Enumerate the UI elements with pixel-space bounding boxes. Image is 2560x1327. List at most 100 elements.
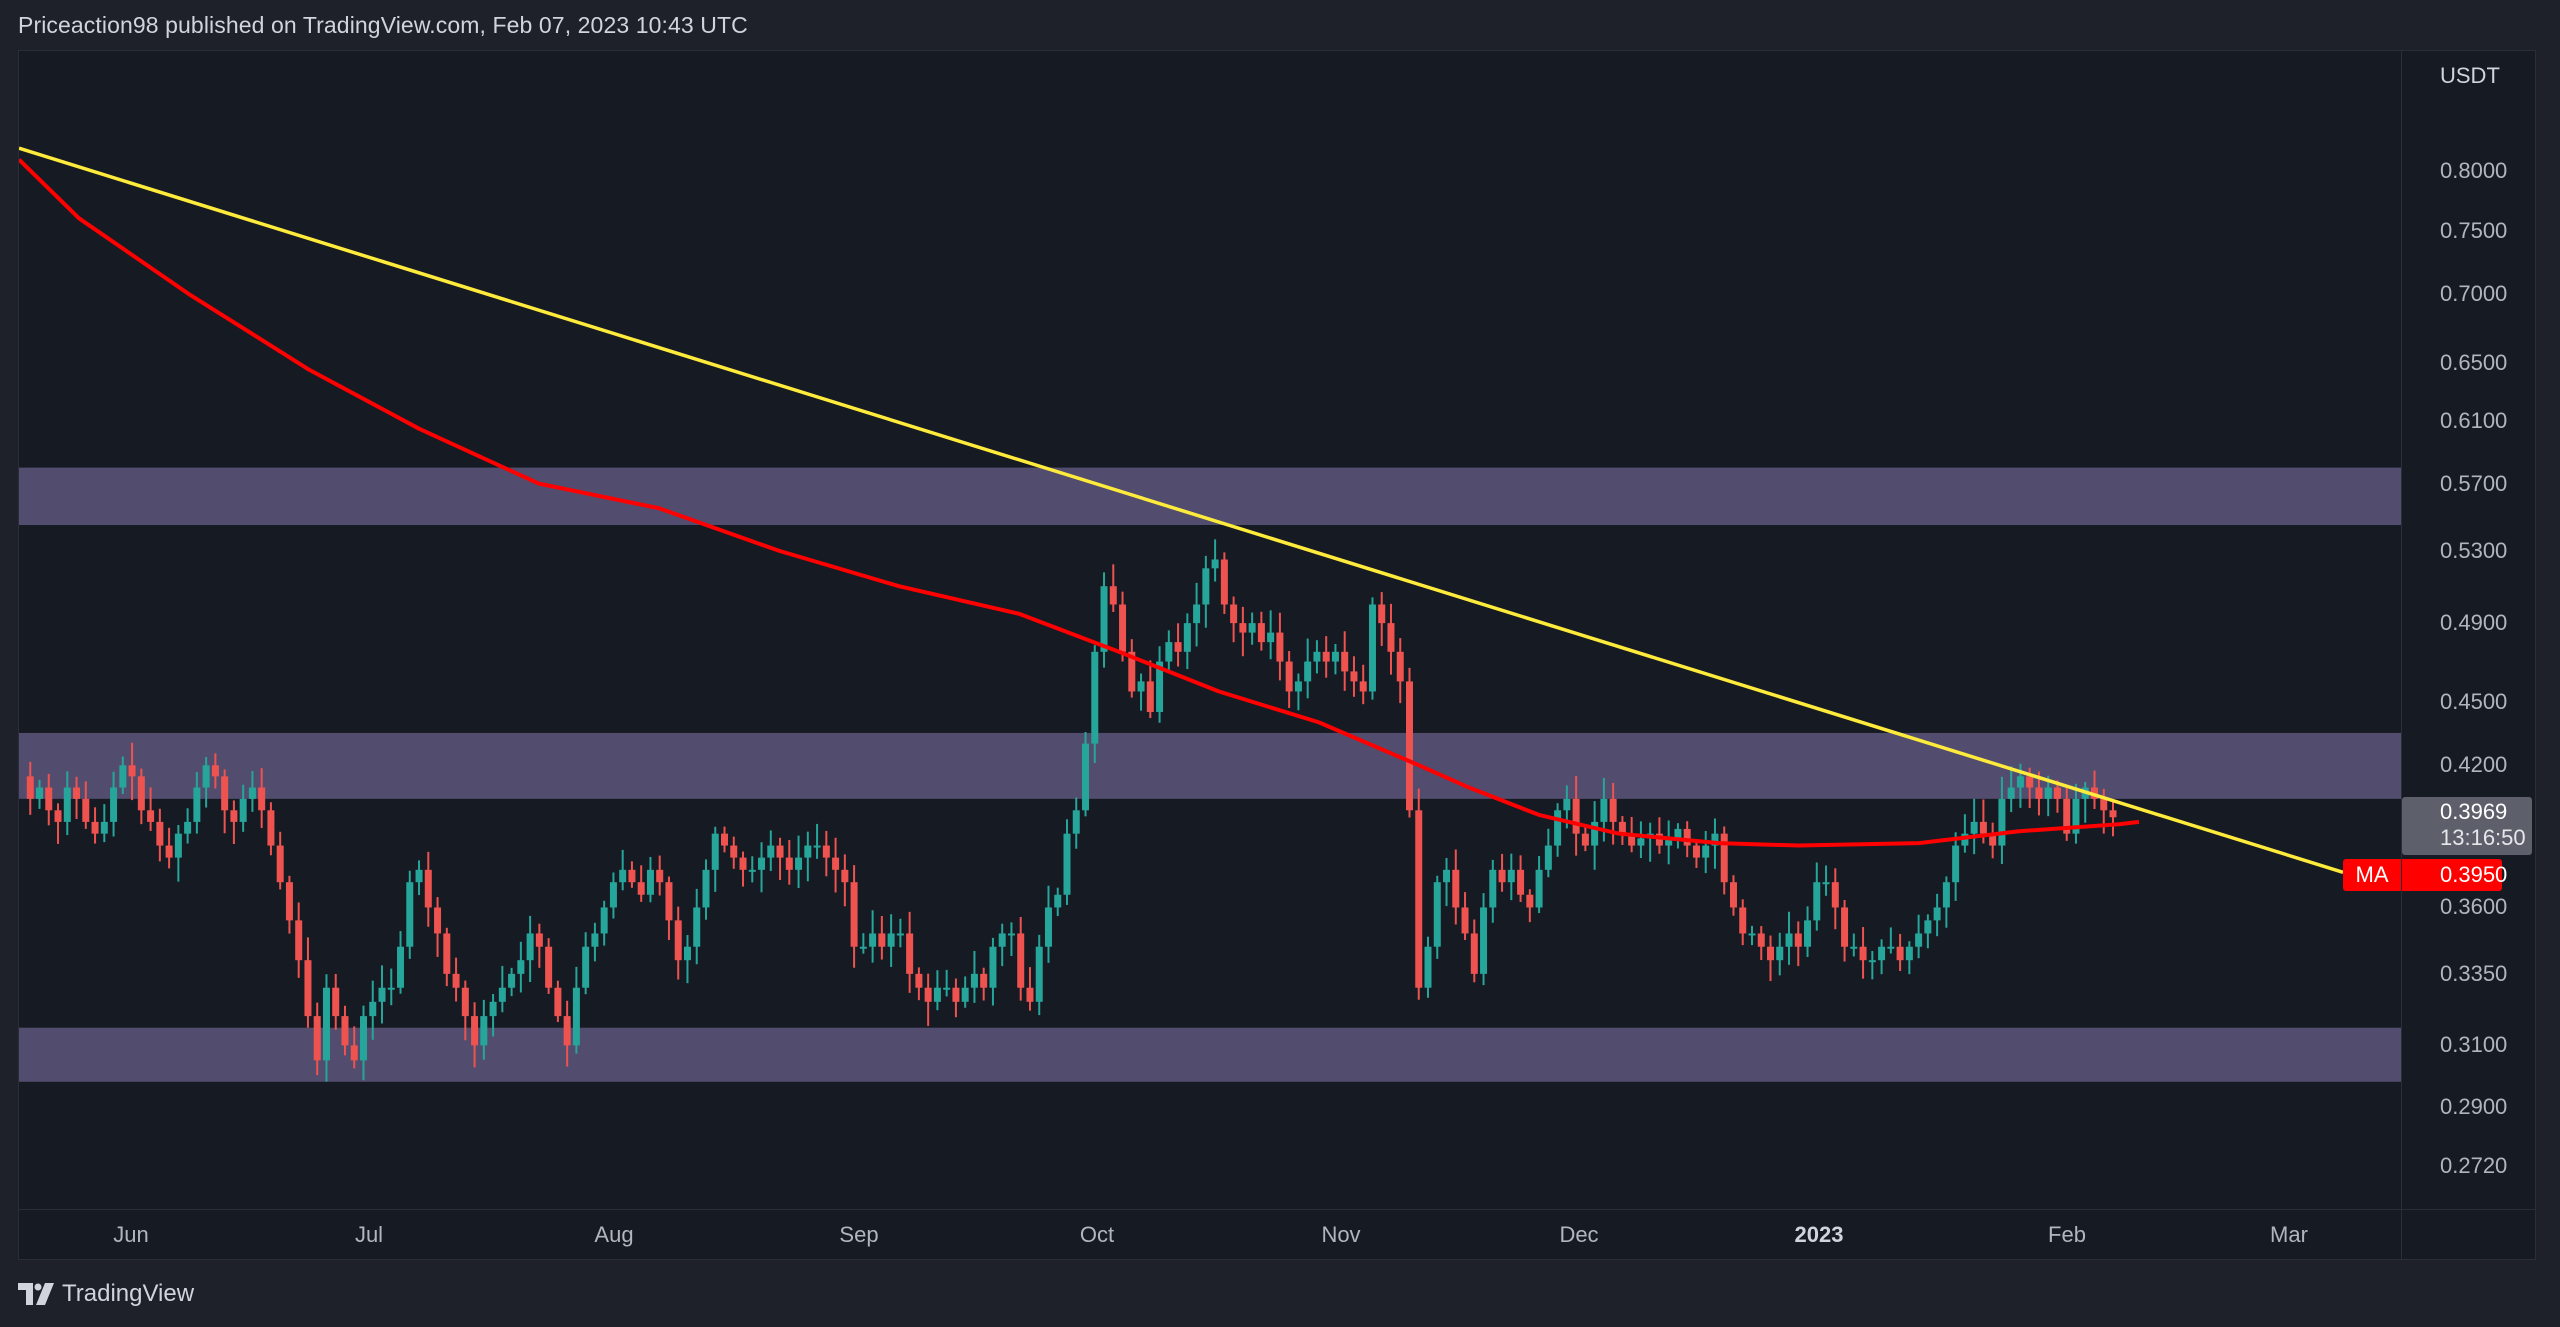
- candle: [452, 973, 460, 988]
- price-zone: [19, 467, 2401, 526]
- candle: [869, 933, 877, 947]
- candle: [1581, 833, 1589, 846]
- candle: [767, 845, 775, 858]
- trendline: [19, 146, 2344, 874]
- candle: [397, 946, 405, 988]
- last-price-value: 0.3969: [2440, 799, 2508, 824]
- price-tick-label: 0.6100: [2440, 408, 2508, 434]
- candle: [1692, 845, 1700, 858]
- candle: [1230, 604, 1238, 624]
- candle: [1443, 869, 1451, 883]
- candle: [850, 882, 858, 947]
- candle: [91, 821, 99, 834]
- candle: [554, 987, 562, 1017]
- candle: [526, 933, 534, 961]
- candles: [26, 539, 2117, 1082]
- price-tick-label: 0.7500: [2440, 217, 2508, 243]
- candle: [322, 987, 330, 1061]
- candle: [1239, 623, 1247, 633]
- candle: [1822, 882, 1830, 885]
- candle: [1794, 933, 1802, 947]
- price-tick-label: 0.3100: [2440, 1032, 2508, 1058]
- time-tick-label: Sep: [839, 1222, 879, 1247]
- candle: [1878, 946, 1886, 961]
- candle: [1146, 681, 1154, 712]
- price-tick-label: 0.4500: [2440, 688, 2508, 714]
- chart-frame: MA USDT 0.8000 0.7500 0.7000 0.6500 0.6100 0.…: [18, 50, 2536, 1260]
- candle: [915, 973, 923, 988]
- candle: [1526, 894, 1534, 908]
- candle: [693, 907, 701, 947]
- candle: [73, 787, 81, 799]
- price-axis[interactable]: USDT 0.8000 0.7500 0.7000 0.6500 0.6100 0.570…: [2401, 51, 2535, 1209]
- candle: [1211, 559, 1219, 569]
- candle: [174, 833, 182, 858]
- candle: [1600, 798, 1608, 822]
- time-tick-label: Jul: [354, 1222, 384, 1247]
- candle: [1924, 920, 1932, 934]
- candle: [147, 810, 155, 822]
- candle: [1720, 833, 1728, 883]
- ma-value-tag: 0.3950: [2402, 859, 2507, 891]
- candle: [1785, 933, 1793, 947]
- candle: [313, 1016, 321, 1061]
- candle: [1970, 821, 1978, 834]
- candle: [1563, 798, 1571, 811]
- price-tick-label: 0.4200: [2440, 752, 2508, 778]
- candle: [813, 845, 821, 848]
- candle: [1285, 661, 1293, 692]
- candle: [1711, 833, 1719, 846]
- candle: [1767, 946, 1775, 961]
- candle: [1841, 907, 1849, 947]
- time-tick-label: Dec: [1559, 1222, 1599, 1247]
- candle: [1776, 946, 1784, 961]
- candle: [1202, 568, 1210, 605]
- candlestick-chart: [19, 146, 2401, 1082]
- candle: [2063, 798, 2071, 834]
- candle: [1193, 604, 1201, 624]
- candle: [1470, 933, 1478, 974]
- candle: [1480, 907, 1488, 974]
- candle: [2007, 787, 2015, 799]
- candle: [1026, 987, 1034, 1002]
- candle: [434, 907, 442, 934]
- candle: [1609, 798, 1617, 822]
- candle: [1156, 661, 1164, 712]
- candle: [221, 776, 229, 811]
- candle: [2072, 798, 2080, 834]
- candle: [1831, 882, 1839, 908]
- price-plot[interactable]: MA: [19, 51, 2401, 1209]
- price-tick-label: 0.8000: [2440, 158, 2508, 183]
- candle: [1729, 882, 1737, 908]
- candle: [82, 798, 90, 822]
- time-axis[interactable]: Jun Jul Aug Sep Oct Nov Dec 2023 Feb Mar: [19, 1209, 2401, 1259]
- candle: [1331, 651, 1339, 662]
- candle: [2109, 810, 2117, 818]
- price-tick-label: 0.5300: [2440, 537, 2508, 563]
- candle: [1165, 642, 1173, 662]
- candle: [1554, 810, 1562, 846]
- candle: [535, 933, 543, 947]
- candle: [674, 920, 682, 961]
- candle: [1591, 821, 1599, 846]
- candle: [1952, 845, 1960, 883]
- candle: [1979, 821, 1987, 834]
- candle: [1082, 743, 1090, 811]
- candle: [2100, 798, 2108, 811]
- candle: [665, 882, 673, 921]
- candle: [1905, 946, 1913, 961]
- candle: [359, 1016, 367, 1061]
- candle: [267, 810, 275, 846]
- candle: [1174, 642, 1182, 652]
- candle: [841, 869, 849, 883]
- candle: [1359, 681, 1367, 692]
- candle: [721, 833, 729, 846]
- candle: [276, 845, 284, 883]
- candle: [295, 920, 303, 961]
- footer-brand: TradingView: [18, 1280, 194, 1308]
- candle: [1813, 882, 1821, 921]
- time-tick-label: Aug: [594, 1222, 634, 1247]
- candle: [795, 857, 803, 870]
- time-tick-label: Feb: [2048, 1222, 2086, 1247]
- candle: [859, 946, 867, 949]
